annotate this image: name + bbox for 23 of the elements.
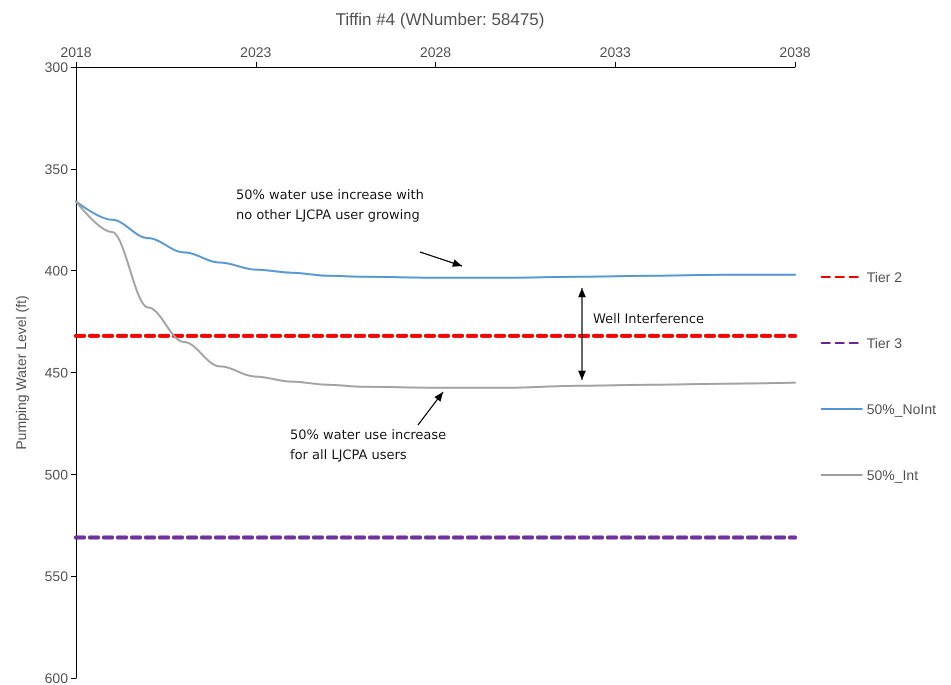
- legend-label: Tier 3: [866, 335, 902, 351]
- annotation: Well Interference: [593, 311, 704, 329]
- x-tick-label: 2028: [420, 44, 452, 60]
- line-series: [75, 200, 796, 389]
- y-tick-label: 450: [44, 364, 68, 380]
- y-tick-label: 600: [44, 670, 68, 685]
- y-tick-label: 350: [44, 160, 68, 177]
- line-series: [75, 200, 796, 279]
- legend-label: 50%_Int: [866, 467, 918, 483]
- annotation: 50% water use increase for all LJCPA users: [290, 427, 446, 465]
- y-tick-label: 500: [44, 466, 68, 482]
- y-tick-label: 550: [44, 568, 68, 584]
- chart-title: Tiffin #4 (WNumber: 58475): [336, 10, 544, 29]
- x-tick-label: 2018: [60, 44, 92, 60]
- x-tick-label: 2038: [779, 44, 811, 60]
- legend-label: Tier 2: [866, 269, 902, 285]
- y-tick-label: 400: [44, 262, 68, 279]
- annotation: 50% water use increase with no other LJCPA user growing: [236, 187, 424, 225]
- y-tick-label: 300: [44, 59, 68, 75]
- y-axis-title: Pumping Water Level (ft): [13, 295, 29, 450]
- x-tick-label: 2023: [240, 44, 272, 60]
- legend-label: 50%_NoInt: [866, 401, 936, 417]
- x-tick-label: 2033: [600, 44, 632, 60]
